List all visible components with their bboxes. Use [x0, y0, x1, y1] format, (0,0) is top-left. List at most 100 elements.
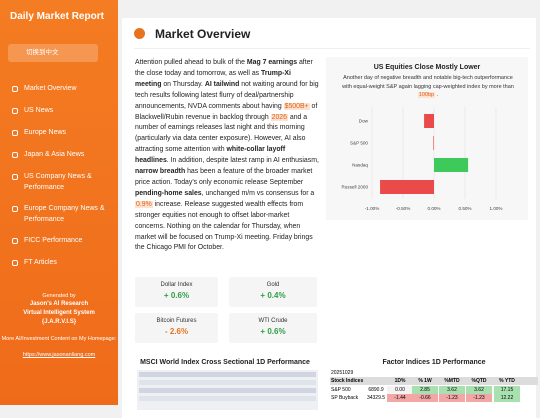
metric-card: Dollar Index + 0.6%: [135, 277, 218, 307]
x-tick-label: -0.50%: [396, 206, 411, 211]
nav-label: Japan & Asia News: [24, 151, 85, 158]
section-title: Market Overview: [155, 27, 251, 41]
divider: [134, 48, 530, 49]
nav-item[interactable]: Japan & Asia News: [12, 150, 112, 161]
homepage-link[interactable]: https://www.jasonanliang.com: [22, 352, 96, 358]
table-header: 1D%: [394, 378, 406, 384]
metric-card: Gold + 0.4%: [229, 277, 317, 307]
nav-label: Europe News: [24, 129, 67, 136]
metric-label: Gold: [266, 282, 280, 288]
nav-label: FICC Performance: [24, 237, 83, 244]
metric-card: Bitcoin Futures - 2.6%: [135, 313, 218, 343]
nav-icon: [12, 174, 18, 180]
text-segment: 0.9%: [135, 200, 153, 208]
nav-item[interactable]: FT Articles: [12, 258, 112, 269]
text-segment: Another day of negative breadth and nota…: [342, 75, 514, 90]
text-segment: . In addition, despite latest ramp in AI…: [166, 157, 319, 165]
nav-icon: [12, 206, 18, 212]
text-segment: AI tailwind: [204, 80, 240, 88]
table-header: %QTD: [471, 378, 487, 384]
text-segment: not waiting around for big tech results …: [135, 80, 319, 110]
bar: [433, 136, 434, 150]
text-segment: of Blackwell/Rubin revenue in backlog th…: [135, 102, 318, 121]
table-cell: 34329.5: [366, 395, 386, 401]
language-label: 切换到中文: [26, 49, 59, 56]
y-tick-label: Nasdaq: [352, 163, 368, 168]
table-cell: 3.62: [439, 386, 465, 394]
x-tick-label: -1.00%: [365, 206, 380, 211]
nav-label: US News: [24, 107, 54, 114]
language-button[interactable]: 切换到中文: [8, 44, 98, 62]
nav-item[interactable]: FICC Performance: [12, 236, 112, 247]
nav-label: Market Overview: [24, 85, 77, 92]
nav-icon: [12, 152, 18, 158]
sidebar-title: Daily Market Report: [10, 11, 104, 22]
text-segment: 2026: [270, 113, 288, 121]
msci-title: MSCI World Index Cross Sectional 1D Perf…: [140, 359, 310, 366]
globe-icon: [134, 28, 145, 39]
nav-item[interactable]: Europe News: [12, 128, 112, 139]
metric-label: WTI Crude: [258, 318, 288, 324]
bar: [434, 158, 469, 172]
text-segment: 100bp: [417, 92, 436, 99]
nav-item[interactable]: Europe Company News & Performance: [12, 204, 112, 225]
table-cell: 2.85: [412, 386, 438, 394]
metric-card: WTI Crude + 0.6%: [229, 313, 317, 343]
nav-icon: [12, 86, 18, 92]
nav-label: FT Articles: [24, 259, 57, 266]
msci-row: [139, 396, 316, 401]
text-segment: has been a feature of the broader market…: [135, 168, 313, 186]
metric-label: Dollar Index: [160, 282, 193, 288]
x-tick-label: 0.50%: [458, 206, 471, 211]
text-segment: after the close today and tomorrow, as w…: [135, 59, 313, 77]
table-header-bg: [330, 377, 538, 385]
msci-row: [139, 372, 316, 377]
chart-title: US Equities Close Mostly Lower: [374, 64, 481, 71]
text-segment: pending-home sales: [135, 189, 202, 197]
text-segment: Mag 7 earnings: [246, 59, 298, 66]
nav-icon: [12, 238, 18, 244]
table-cell: 6890.9: [368, 387, 384, 393]
overview-text: Attention pulled ahead to bulk of the Ma…: [135, 58, 319, 254]
metric-value: + 0.4%: [260, 291, 286, 300]
msci-row: [139, 388, 316, 393]
footer-text: Jason's AI Research: [29, 301, 89, 307]
table-header: % 1W: [418, 378, 432, 384]
text-segment: , unchanged m/m vs consensus for a: [201, 189, 315, 197]
table-cell: 17.15: [494, 386, 520, 394]
table-date: 20251029: [331, 370, 354, 376]
nav-icon: [12, 130, 18, 136]
table-cell: -1.44: [387, 394, 413, 402]
table-cell: 0.00: [387, 386, 413, 394]
text-segment: Attention pulled ahead to bulk of the: [135, 59, 247, 66]
metric-value: + 0.6%: [260, 327, 286, 336]
table-header: %MTD: [444, 378, 460, 384]
table-cell: -1.23: [466, 394, 492, 402]
footer-text: {J.A.R.V.I.S}: [41, 319, 77, 325]
chart-subtitle: Another day of negative breadth and nota…: [338, 74, 518, 100]
content-card: Market Overview: [122, 18, 536, 418]
nav-icon: [12, 108, 18, 114]
metric-value: + 0.6%: [163, 291, 190, 300]
text-segment: on Thursday.: [161, 80, 205, 88]
y-tick-label: Dow: [359, 119, 369, 124]
factor-title: Factor Indices 1D Performance: [382, 359, 486, 366]
text-segment: .: [435, 92, 439, 99]
nav-item[interactable]: Market Overview: [12, 84, 112, 95]
metric-value: - 2.6%: [164, 327, 189, 336]
table-cell: S&P 500: [331, 387, 351, 393]
footer-text: More AI/Investment Content on My Homepag…: [1, 336, 117, 342]
nav-item[interactable]: US News: [12, 106, 112, 117]
text-segment: white-collar layoff headlines: [135, 146, 286, 165]
msci-row: [139, 380, 316, 385]
y-tick-label: Russell 2000: [341, 185, 368, 190]
nav-item[interactable]: US Company News & Performance: [12, 172, 112, 193]
sidebar: Daily Market Report 切换到中文 Market Overvie…: [0, 0, 118, 405]
text-segment: and a number of earnings releases last n…: [135, 113, 308, 154]
x-tick-label: 0.00%: [427, 206, 440, 211]
nav-label: Europe Company News & Performance: [24, 205, 105, 223]
table-cell: -0.66: [412, 394, 438, 402]
table-header: % YTD: [499, 378, 515, 384]
nav-label: US Company News & Performance: [24, 173, 92, 191]
